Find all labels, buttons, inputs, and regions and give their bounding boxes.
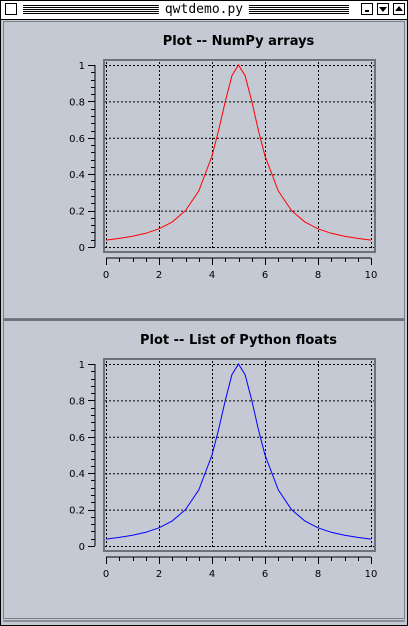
curve-line	[105, 363, 372, 540]
chart-title: Plot -- List of Python floats	[140, 333, 337, 348]
title-bar[interactable]: qwtdemo.py	[1, 1, 407, 20]
x-tick-label: 10	[365, 569, 378, 580]
plot-panel-top: Plot -- NumPy arrays 0 0.2 0.4 0.6 0.8 1 0 2 4 6 8 1…	[3, 21, 405, 319]
minimize-icon[interactable]	[361, 3, 373, 15]
y-tick-label: 0.6	[69, 134, 85, 145]
y-tick-label: 0	[79, 542, 85, 553]
x-tick-label: 8	[315, 569, 321, 580]
plot-panel-bottom: Plot -- List of Python floats 0 0.2 0.4 0.6 0…	[3, 319, 405, 619]
x-tick-label: 2	[156, 569, 162, 580]
maximize-icon[interactable]	[377, 3, 389, 15]
y-tick-label: 0.4	[69, 469, 85, 480]
curve-line	[105, 64, 372, 241]
y-tick-label: 0.8	[69, 97, 85, 108]
x-tick-label: 4	[209, 569, 215, 580]
x-tick-label: 6	[262, 270, 268, 281]
x-tick-label: 2	[156, 270, 162, 281]
close-icon[interactable]	[5, 3, 17, 15]
chart-title: Plot -- NumPy arrays	[163, 34, 315, 49]
y-tick-label: 0.2	[69, 207, 85, 218]
x-tick-label: 6	[262, 569, 268, 580]
y-tick-label: 0.2	[69, 506, 85, 517]
plot-python-floats[interactable]: Plot -- List of Python floats 0 0.2 0.4 0.6 0…	[4, 321, 404, 617]
x-tick-label: 4	[209, 270, 215, 281]
y-tick-label: 0.4	[69, 170, 85, 181]
y-tick-label: 1	[79, 360, 85, 371]
plot-canvas-frame	[103, 59, 376, 253]
x-tick-label: 10	[365, 270, 378, 281]
shade-icon[interactable]	[393, 3, 405, 15]
y-tick-label: 0	[79, 243, 85, 254]
x-tick-label: 8	[315, 270, 321, 281]
window-bottom-edge	[3, 620, 405, 622]
y-tick-label: 1	[79, 61, 85, 72]
y-tick-label: 0.6	[69, 433, 85, 444]
x-tick-label: 0	[103, 569, 109, 580]
x-tick-label: 0	[103, 270, 109, 281]
plot-canvas-frame	[103, 358, 376, 552]
window-title: qwtdemo.py	[158, 2, 250, 18]
y-tick-label: 0.8	[69, 396, 85, 407]
